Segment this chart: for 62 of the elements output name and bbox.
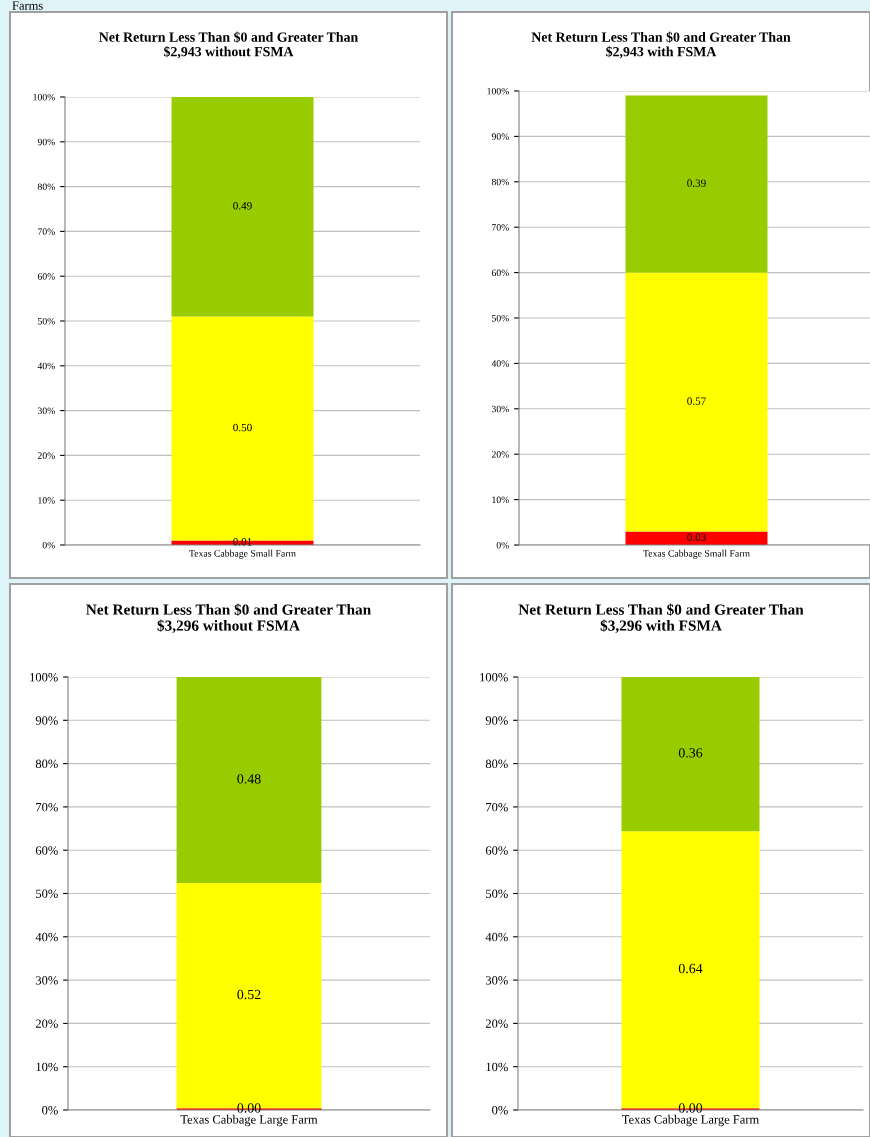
y-tick-label: 90% [491,133,509,140]
y-tick-label: 0% [496,541,509,549]
y-tick-label: 70% [486,802,508,812]
chart-title: Net Return Less Than $0 and Greater Than $2,943 with FSMA [531,31,791,59]
x-tick-label: Texas Cabbage Large Farm [622,1114,759,1127]
data-label: 0.03 [687,533,706,542]
y-tick-label: 0% [42,541,55,549]
y-tick-label: 80% [491,178,509,186]
y-tick-label: 20% [37,452,55,459]
data-label: 0.39 [687,179,706,187]
data-label: 0.36 [678,748,703,758]
y-tick-label: 10% [486,1062,508,1072]
y-tick-label: 90% [35,716,58,725]
data-label: 0.50 [233,423,252,432]
y-tick-label: 100% [480,673,508,682]
y-tick-label: 40% [35,932,58,942]
data-label: 0.48 [237,774,261,784]
y-tick-label: 50% [36,889,58,898]
y-tick-label: 0% [492,1106,508,1115]
y-tick-label: 40% [491,360,509,367]
y-tick-label: 10% [38,497,55,504]
chart-title: Net Return Less Than $0 and Greater Than $2,943 without FSMA [99,31,359,59]
y-tick-label: 40% [485,932,508,942]
data-label: 0.52 [237,989,261,1000]
y-tick-label: 70% [36,802,58,812]
y-tick-label: 100% [33,93,55,101]
x-tick-label: Texas Cabbage Large Farm [180,1114,318,1127]
y-tick-label: 100% [30,673,58,682]
text: Farms [12,1,43,10]
y-tick-label: 80% [485,759,508,769]
data-label: 0.49 [233,202,252,210]
y-tick-label: 20% [485,1019,508,1028]
y-tick-label: 70% [492,224,509,231]
y-tick-label: 30% [37,407,55,415]
y-tick-label: 30% [491,405,509,413]
chart-title: Net Return Less Than $0 and Greater Than $3,296 without FSMA [86,603,371,633]
y-tick-label: 10% [36,1062,58,1072]
x-tick-label: Texas Cabbage Small Farm [643,549,750,559]
y-tick-label: 80% [35,759,58,769]
y-tick-label: 20% [491,451,509,458]
y-tick-label: 60% [35,846,58,855]
y-tick-label: 60% [485,846,508,855]
chart-title: Net Return Less Than $0 and Greater Than $3,296 with FSMA [518,603,804,633]
y-tick-label: 0% [42,1106,58,1115]
y-tick-label: 90% [37,138,55,146]
y-tick-label: 70% [38,228,55,235]
y-tick-label: 50% [38,317,55,325]
y-tick-label: 90% [485,716,508,725]
y-tick-label: 50% [486,889,508,898]
y-tick-label: 30% [35,976,58,985]
data-label: 0.57 [687,397,706,405]
y-tick-label: 100% [487,87,509,95]
y-tick-label: 60% [37,273,55,280]
x-tick-label: Texas Cabbage Small Farm [189,549,296,559]
y-tick-label: 60% [491,269,509,277]
y-tick-label: 50% [492,314,509,322]
y-tick-label: 10% [492,496,509,504]
y-tick-label: 80% [37,183,55,191]
y-tick-label: 20% [35,1019,58,1028]
y-tick-label: 30% [485,976,508,985]
data-label: 0.64 [678,963,703,974]
y-tick-label: 40% [37,362,55,370]
